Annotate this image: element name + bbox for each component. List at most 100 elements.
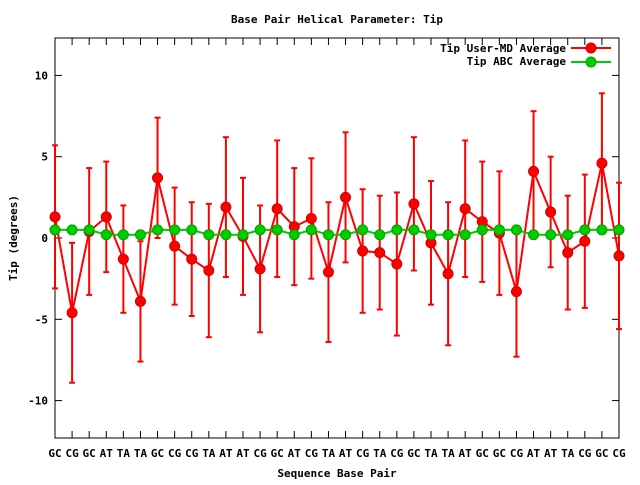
x-tick-label: GC — [151, 447, 164, 460]
data-point — [305, 212, 317, 224]
x-tick-label: CG — [168, 447, 182, 460]
x-tick-label: CG — [356, 447, 370, 460]
data-point — [288, 229, 300, 241]
data-point — [340, 229, 352, 241]
data-point — [442, 229, 454, 241]
x-tick-labels: GC CG GC AT TA TA GC CG CG TA AT AT CG GC AT CG TA AT CG TA… — [48, 447, 626, 460]
data-point — [374, 229, 386, 241]
data-point — [459, 229, 471, 241]
x-tick-label: GC — [48, 447, 61, 460]
data-point — [305, 224, 317, 236]
x-tick-label: GC — [407, 447, 420, 460]
data-point — [186, 224, 198, 236]
series-line — [55, 228, 619, 236]
series-0 — [49, 92, 625, 384]
data-point — [322, 266, 334, 278]
data-point — [391, 258, 403, 270]
data-point — [100, 211, 112, 223]
data-point — [408, 224, 420, 236]
data-point — [100, 229, 112, 241]
data-point — [476, 224, 488, 236]
legend-marker-abc — [585, 56, 597, 68]
data-point — [254, 224, 266, 236]
legend: Tip User-MD Average Tip ABC Average — [440, 42, 611, 68]
x-tick-label: AT — [527, 447, 541, 460]
data-point — [613, 250, 625, 262]
y-tick-label: 5 — [41, 151, 48, 164]
x-tick-label: TA — [373, 447, 387, 460]
data-point — [391, 224, 403, 236]
x-tick-label: AT — [100, 447, 114, 460]
data-point — [562, 229, 574, 241]
x-tick-label: TA — [424, 447, 438, 460]
data-point — [152, 172, 164, 184]
data-point — [49, 211, 61, 223]
data-point — [510, 286, 522, 298]
data-point — [596, 157, 608, 169]
data-point — [510, 224, 522, 236]
data-point — [237, 229, 249, 241]
data-point — [134, 295, 146, 307]
data-point — [203, 229, 215, 241]
x-tick-label: AT — [219, 447, 233, 460]
data-point — [596, 224, 608, 236]
data-point — [66, 224, 78, 236]
data-point — [493, 224, 505, 236]
x-tick-label: TA — [134, 447, 148, 460]
x-tick-label: CG — [305, 447, 319, 460]
x-tick-label: CG — [390, 447, 404, 460]
data-point — [169, 240, 181, 252]
data-point — [459, 203, 471, 215]
data-point — [203, 265, 215, 277]
x-tick-label: GC — [493, 447, 506, 460]
data-point — [579, 235, 591, 247]
data-point — [442, 268, 454, 280]
data-point — [545, 206, 557, 218]
x-tick-label: CG — [578, 447, 592, 460]
data-point — [220, 229, 232, 241]
chart-title: Base Pair Helical Parameter: Tip — [231, 13, 443, 26]
data-point — [528, 165, 540, 177]
x-tick-label: CG — [185, 447, 199, 460]
x-tick-label: TA — [561, 447, 575, 460]
x-tick-label: CG — [510, 447, 524, 460]
data-point — [271, 203, 283, 215]
data-point — [545, 229, 557, 241]
data-point — [322, 229, 334, 241]
y-tick-label: 0 — [41, 232, 48, 245]
x-tick-label: TA — [202, 447, 216, 460]
y-tick-labels: 10 5 0 -5 -10 — [28, 69, 48, 407]
data-point — [613, 224, 625, 236]
x-tick-label: CG — [612, 447, 626, 460]
legend-label-user-md: Tip User-MD Average — [440, 42, 566, 55]
x-axis-label: Sequence Base Pair — [277, 467, 397, 480]
data-point — [169, 224, 181, 236]
data-point — [134, 229, 146, 241]
data-point — [49, 224, 61, 236]
x-tick-label: GC — [595, 447, 608, 460]
y-tick-label: -10 — [28, 395, 48, 408]
data-point — [117, 253, 129, 265]
series-layer — [49, 92, 625, 384]
data-point — [374, 247, 386, 259]
x-tick-label: AT — [459, 447, 473, 460]
x-tick-label: GC — [83, 447, 96, 460]
data-point — [117, 229, 129, 241]
x-tick-label: GC — [476, 447, 489, 460]
data-point — [357, 245, 369, 257]
data-point — [66, 307, 78, 319]
y-tick-label: -5 — [35, 313, 48, 326]
x-tick-label: CG — [253, 447, 267, 460]
x-tick-label: AT — [544, 447, 558, 460]
data-point — [220, 201, 232, 213]
data-point — [425, 229, 437, 241]
ticks-layer — [54, 38, 620, 438]
data-point — [528, 229, 540, 241]
data-point — [408, 198, 420, 210]
x-tick-label: AT — [339, 447, 353, 460]
series-1 — [49, 224, 625, 241]
data-point — [152, 224, 164, 236]
x-tick-label: AT — [288, 447, 302, 460]
